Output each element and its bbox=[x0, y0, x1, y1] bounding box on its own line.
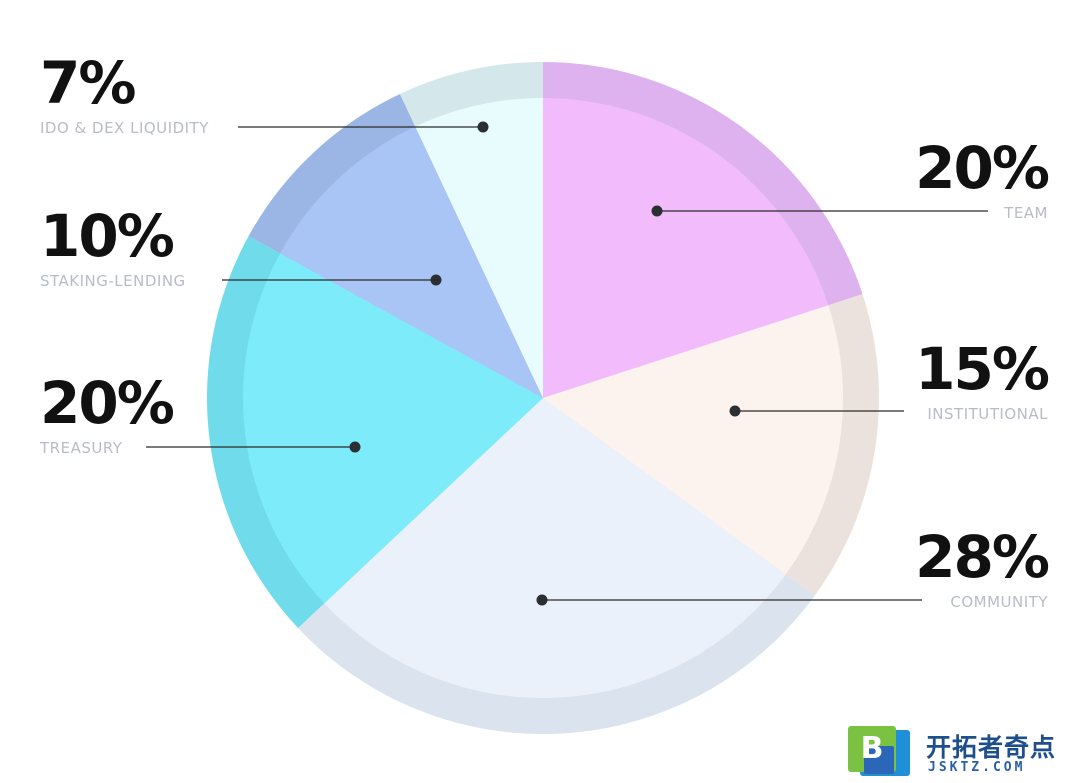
slice-label-staking-lending: STAKING-LENDING bbox=[40, 272, 186, 290]
slice-value-team: 20% bbox=[915, 134, 1050, 202]
pie-slice-staking-lending bbox=[280, 126, 543, 399]
slice-label-team: TEAM bbox=[1004, 204, 1048, 222]
callout-community: 28% COMMUNITY bbox=[915, 523, 1050, 611]
slice-label-institutional: INSTITUTIONAL bbox=[927, 405, 1048, 423]
leader-dot-institutional bbox=[729, 405, 741, 417]
callout-treasury: 20% TREASURY bbox=[40, 369, 175, 457]
slice-value-treasury: 20% bbox=[40, 369, 175, 437]
watermark-domain: JSKTZ.COM bbox=[928, 760, 1026, 775]
logo-mark-letter: B bbox=[861, 731, 884, 766]
leader-dot-team bbox=[651, 205, 663, 217]
pie-slice-ido-dex-liquidity bbox=[415, 98, 543, 398]
leader-line-layer bbox=[146, 121, 988, 606]
pie-slice-team bbox=[543, 98, 829, 398]
slice-label-treasury: TREASURY bbox=[40, 439, 123, 457]
callout-institutional: 15% INSTITUTIONAL bbox=[915, 335, 1050, 423]
callout-staking-lending: 10% STAKING-LENDING bbox=[40, 206, 186, 290]
leader-dot-ido-dex-liquidity bbox=[477, 121, 489, 133]
pie-slice-institutional bbox=[543, 305, 844, 575]
watermark-name: 开拓者奇点 bbox=[926, 733, 1057, 762]
slice-value-staking-lending: 10% bbox=[40, 202, 175, 270]
callout-ido-dex-liquidity: 7% IDO & DEX LIQUIDITY bbox=[40, 53, 209, 137]
callout-team: 20% TEAM bbox=[915, 134, 1050, 222]
slice-value-community: 28% bbox=[915, 523, 1050, 591]
pie-slice-community bbox=[324, 398, 786, 699]
logo-mark-icon: B bbox=[848, 726, 910, 776]
pie-slice-treasury bbox=[243, 253, 543, 604]
leader-dot-staking-lending bbox=[430, 274, 442, 286]
watermark-logo: B 开拓者奇点 JSKTZ.COM bbox=[846, 724, 1078, 780]
slice-label-ido-dex-liquidity: IDO & DEX LIQUIDITY bbox=[40, 119, 209, 137]
slice-label-community: COMMUNITY bbox=[950, 593, 1048, 611]
leader-dot-treasury bbox=[349, 441, 361, 453]
slice-value-ido-dex-liquidity: 7% bbox=[40, 49, 136, 117]
leader-dot-community bbox=[536, 594, 548, 606]
pie-slice-layer bbox=[243, 98, 844, 699]
slice-value-institutional: 15% bbox=[915, 335, 1050, 403]
